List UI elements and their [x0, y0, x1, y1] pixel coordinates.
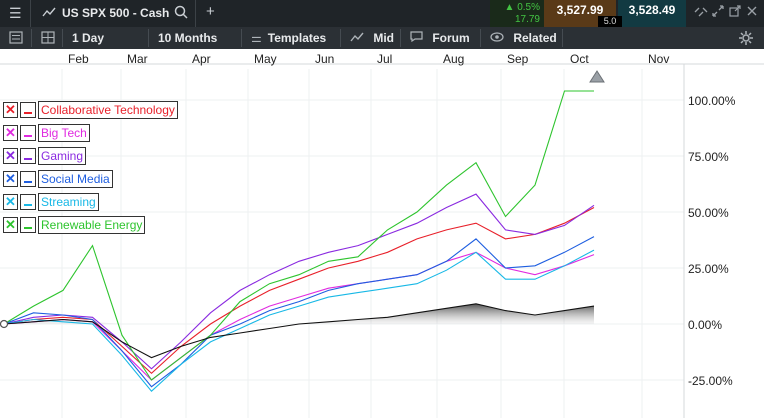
divider [148, 29, 149, 47]
change-absolute: 17.79 [514, 14, 540, 25]
legend-item: ✕ Social Media [3, 170, 113, 188]
series-line-1[interactable] [3, 251, 595, 381]
divider [562, 29, 563, 47]
series-style-button[interactable] [20, 217, 36, 233]
series-line-4[interactable] [3, 249, 595, 392]
menu-icon[interactable]: ☰ [9, 5, 22, 21]
bid-price: 3,527.99 [556, 3, 604, 17]
link-icon[interactable] [694, 6, 708, 21]
series-style-button[interactable] [20, 194, 36, 210]
series-style-button[interactable] [20, 102, 36, 118]
ask-price: 3,528.49 [628, 3, 676, 17]
x-tick-label: Mar [127, 52, 148, 66]
y-tick-label: -25.00% [688, 374, 733, 388]
x-tick-label: Sep [507, 52, 529, 66]
settings-gear-icon[interactable] [739, 31, 753, 48]
change-percent: ▲ 0.5% [504, 2, 540, 13]
instrument-title[interactable]: US SPX 500 - Cash [62, 6, 170, 20]
expand-icon[interactable] [712, 5, 724, 20]
remove-series-icon[interactable]: ✕ [3, 171, 18, 187]
divider [480, 29, 481, 47]
legend-label[interactable]: Big Tech [38, 124, 90, 142]
legend-item: ✕ Collaborative Technology [3, 101, 178, 119]
add-tab-icon[interactable]: + [206, 3, 215, 20]
sliders-icon: ⚌ [251, 31, 262, 45]
chart-plot-area[interactable] [0, 49, 764, 418]
spread-badge: 5.0 [598, 16, 622, 27]
index-area-fill [4, 303, 594, 324]
x-tick-label: Nov [648, 52, 670, 66]
series-line-2[interactable] [3, 193, 595, 370]
legend-label[interactable]: Renewable Energy [38, 216, 146, 234]
x-tick-label: Oct [570, 52, 589, 66]
templates-label: Templates [267, 31, 327, 45]
bid-price-button[interactable]: 3,527.99 [544, 0, 616, 27]
chart-toolbar [0, 27, 764, 49]
top-bar: ☰ US SPX 500 - Cash + ▲ 0.5% 17.79 3,527… [0, 0, 764, 27]
scroll-marker-icon[interactable] [589, 70, 605, 83]
eye-icon [490, 31, 507, 45]
divider [62, 29, 63, 47]
ask-price-button[interactable]: 3,528.49 [618, 0, 686, 27]
y-tick-label: 25.00% [688, 262, 729, 276]
y-tick-label: 50.00% [688, 206, 729, 220]
chat-icon [410, 31, 426, 45]
y-tick-label: 100.00% [688, 94, 736, 108]
series-line-6[interactable] [3, 303, 595, 359]
remove-series-icon[interactable]: ✕ [3, 102, 18, 118]
forum-button[interactable]: Forum [410, 27, 470, 49]
close-icon[interactable] [746, 5, 758, 20]
series-style-button[interactable] [20, 125, 36, 141]
popout-icon[interactable] [729, 5, 741, 20]
related-button[interactable]: Related [490, 27, 557, 49]
divider [30, 0, 31, 27]
interval-button[interactable]: 1 Day [72, 31, 105, 45]
series-style-button[interactable] [20, 148, 36, 164]
chart-line-icon [42, 6, 56, 21]
divider [31, 29, 32, 47]
x-tick-label: Jun [315, 52, 335, 66]
x-tick-label: Aug [443, 52, 465, 66]
price-change-box: ▲ 0.5% 17.79 [490, 0, 544, 27]
templates-button[interactable]: ⚌ Templates [251, 27, 326, 49]
series-line-5[interactable] [3, 90, 594, 381]
divider [195, 0, 196, 27]
search-icon[interactable] [174, 5, 188, 22]
legend-item: ✕ Big Tech [3, 124, 90, 142]
origin-marker [0, 319, 9, 329]
legend-item: ✕ Renewable Energy [3, 216, 146, 234]
forum-label: Forum [432, 31, 470, 45]
legend-item: ✕ Streaming [3, 193, 99, 211]
grid-layout-icon[interactable] [41, 31, 55, 47]
divider [400, 29, 401, 47]
list-icon[interactable] [9, 31, 23, 47]
x-tick-label: Feb [68, 52, 89, 66]
legend-item: ✕ Gaming [3, 147, 87, 165]
x-tick-label: Jul [377, 52, 393, 66]
x-tick-label: Apr [192, 52, 211, 66]
remove-series-icon[interactable]: ✕ [3, 194, 18, 210]
legend-label[interactable]: Collaborative Technology [38, 101, 178, 119]
divider [340, 29, 341, 47]
legend-label[interactable]: Gaming [38, 147, 87, 165]
line-chart-icon [350, 31, 367, 45]
related-label: Related [513, 31, 557, 45]
divider [241, 29, 242, 47]
y-tick-label: 75.00% [688, 150, 729, 164]
legend-label[interactable]: Streaming [38, 193, 99, 211]
legend-label[interactable]: Social Media [38, 170, 113, 188]
remove-series-icon[interactable]: ✕ [3, 217, 18, 233]
series-line-3[interactable] [3, 236, 595, 388]
remove-series-icon[interactable]: ✕ [3, 125, 18, 141]
x-tick-label: May [254, 52, 277, 66]
y-tick-label: 0.00% [688, 318, 723, 332]
remove-series-icon[interactable]: ✕ [3, 148, 18, 164]
range-button[interactable]: 10 Months [158, 31, 218, 45]
series-style-button[interactable] [20, 171, 36, 187]
price-type-button[interactable]: Mid [350, 27, 394, 49]
price-type-label: Mid [373, 31, 395, 45]
